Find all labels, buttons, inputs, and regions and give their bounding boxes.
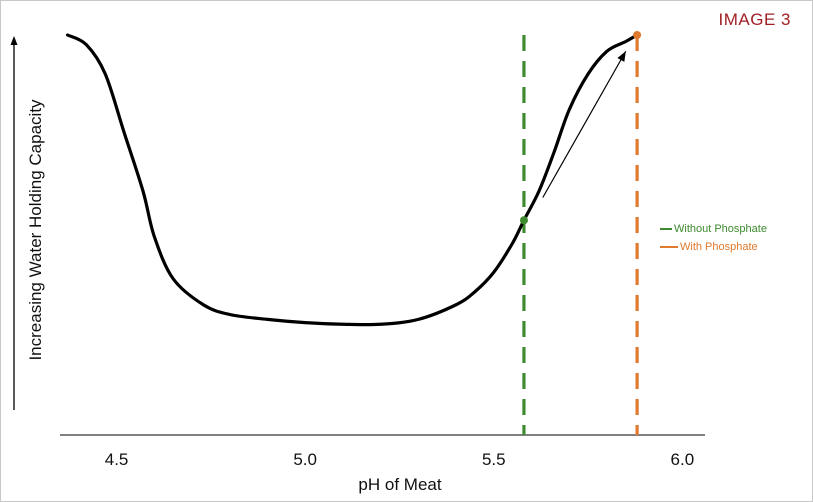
x-tick-labels: 4.5 5.0 5.5 6.0	[105, 450, 694, 469]
y-axis-label: Increasing Water Holding Capacity	[26, 99, 45, 361]
annotation-arrow	[542, 50, 627, 198]
axes	[10, 36, 705, 436]
series-line-0	[65, 33, 639, 327]
marker-without-phosphate	[519, 216, 528, 225]
marker-with-phosphate	[633, 31, 642, 39]
annotation-layer	[542, 50, 627, 198]
legend-swatch-without-phosphate	[660, 228, 672, 230]
legend-item-without-phosphate: Without Phosphate	[660, 220, 767, 238]
x-tick-3: 6.0	[671, 450, 695, 469]
x-tick-2: 5.5	[482, 450, 506, 469]
legend-label-without-phosphate: Without Phosphate	[674, 223, 767, 235]
y-axis-arrowhead	[10, 36, 18, 45]
annotation-arrowhead	[617, 51, 626, 62]
legend-label-with-phosphate: With Phosphate	[680, 241, 758, 253]
x-tick-0: 4.5	[105, 450, 129, 469]
legend-swatch-with-phosphate	[660, 246, 678, 248]
legend-item-with-phosphate: With Phosphate	[660, 238, 767, 256]
image-label: IMAGE 3	[718, 10, 791, 29]
legend: Without Phosphate With Phosphate	[660, 220, 767, 256]
x-tick-1: 5.0	[293, 450, 317, 469]
reference-lines	[522, 35, 639, 435]
x-axis-label: pH of Meat	[358, 475, 442, 494]
series-layer	[65, 31, 642, 327]
